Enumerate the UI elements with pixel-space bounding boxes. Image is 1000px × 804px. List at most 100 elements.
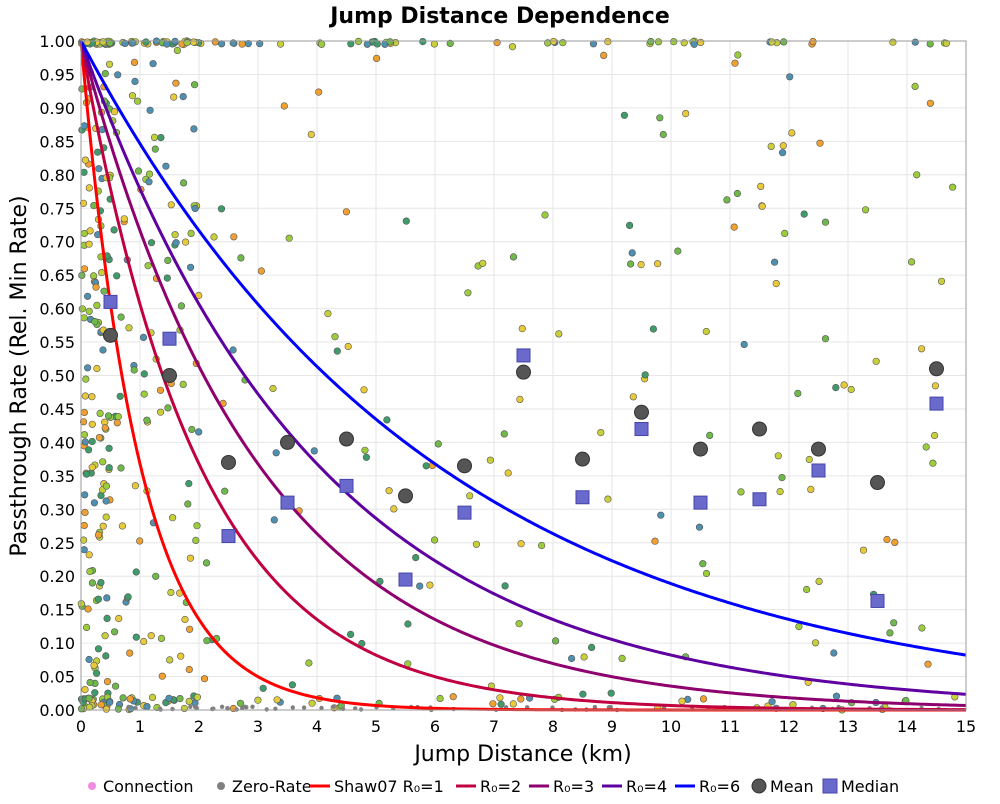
connection-point — [733, 189, 742, 198]
connection-point — [191, 204, 199, 213]
connection-point — [200, 675, 209, 683]
y-axis-ticks: 0.00 0.05 0.10 0.15 0.20 0.25 0.30 0.35 0.40 0.45… — [39, 32, 75, 720]
legend-median-swatch — [822, 778, 838, 794]
connection-point — [105, 444, 113, 452]
connection-point — [170, 93, 178, 101]
connection-point — [143, 702, 151, 711]
y-tick-label: 0.25 — [39, 534, 75, 553]
connection-point — [419, 37, 427, 46]
connection-point — [386, 38, 394, 46]
x-tick-label: 6 — [430, 717, 440, 736]
connection-point — [385, 487, 393, 495]
mean-marker — [752, 421, 767, 437]
connection-point — [80, 122, 88, 130]
connection-point — [656, 114, 664, 122]
connection-point — [272, 449, 280, 457]
connection-point — [795, 622, 803, 631]
connection-point — [182, 238, 190, 246]
connection-point — [496, 694, 504, 702]
mean-marker — [693, 441, 708, 457]
connection-point — [730, 223, 738, 231]
connection-point — [508, 43, 517, 51]
y-tick-label: 0.95 — [39, 65, 75, 84]
connection-point — [85, 551, 93, 559]
connection-point — [929, 459, 937, 467]
connection-point — [150, 133, 159, 141]
median-marker — [870, 593, 885, 608]
connection-point — [191, 81, 199, 89]
connection-point — [768, 698, 776, 706]
connection-point — [117, 313, 125, 321]
connection-point — [257, 267, 266, 275]
connection-point — [555, 330, 563, 338]
connection-point — [147, 632, 155, 640]
connection-point — [859, 546, 868, 554]
connection-point — [464, 289, 472, 297]
connection-point — [211, 38, 219, 46]
connection-point — [731, 59, 739, 67]
mean-marker — [103, 327, 118, 343]
zero-rate-point — [126, 704, 131, 710]
connection-point — [342, 208, 351, 216]
connection-point — [273, 696, 281, 704]
connection-point — [651, 537, 659, 545]
connection-point — [86, 567, 94, 576]
x-tick-label: 10 — [661, 717, 681, 736]
connection-point — [158, 672, 166, 680]
connection-point — [119, 694, 127, 702]
connection-point — [114, 705, 122, 713]
connection-point — [148, 693, 157, 702]
connection-point — [702, 327, 710, 336]
connection-point — [80, 521, 88, 530]
connection-point — [146, 106, 154, 114]
connection-point — [156, 386, 165, 394]
connection-point — [466, 492, 474, 500]
connection-point — [541, 211, 549, 219]
connection-point — [115, 614, 123, 623]
connection-point — [690, 40, 698, 48]
connection-point — [628, 249, 636, 257]
zero-rate-point — [592, 704, 598, 710]
connection-point — [587, 643, 596, 652]
connection-point — [102, 482, 111, 490]
connection-point — [144, 262, 152, 270]
median-marker — [693, 495, 708, 510]
connection-point — [702, 569, 711, 578]
connection-point — [186, 625, 194, 633]
median-marker — [752, 492, 767, 507]
connection-point — [173, 46, 181, 55]
connection-point — [404, 620, 412, 628]
connection-point — [190, 38, 198, 46]
connection-point — [674, 247, 682, 255]
connection-point — [103, 677, 112, 686]
connection-point — [145, 170, 154, 178]
y-tick-label: 0.05 — [39, 668, 75, 687]
connection-point — [90, 661, 98, 670]
x-tick-label: 15 — [956, 717, 976, 736]
connection-point — [416, 582, 424, 590]
chart-title: Jump Distance Dependence — [328, 4, 670, 29]
connection-point — [103, 614, 111, 623]
connection-point — [259, 684, 267, 692]
connection-point — [179, 380, 187, 389]
connection-point — [134, 167, 143, 175]
mean-marker — [398, 488, 413, 504]
connection-point — [221, 487, 229, 495]
connection-point — [770, 258, 779, 266]
connection-point — [167, 588, 175, 597]
connection-point — [106, 698, 114, 706]
connection-point — [88, 437, 96, 446]
connection-point — [126, 649, 134, 657]
y-tick-label: 0.55 — [39, 333, 75, 352]
connection-point — [88, 579, 96, 587]
connection-point — [786, 73, 794, 81]
median-marker — [516, 348, 531, 363]
zero-rate-point — [250, 704, 255, 709]
connection-point — [889, 38, 897, 46]
mean-marker — [221, 454, 236, 470]
zero-rate-point — [244, 705, 249, 710]
connection-point — [162, 162, 170, 170]
connection-point — [779, 142, 787, 150]
connection-point — [229, 346, 237, 354]
connection-point — [305, 659, 313, 667]
